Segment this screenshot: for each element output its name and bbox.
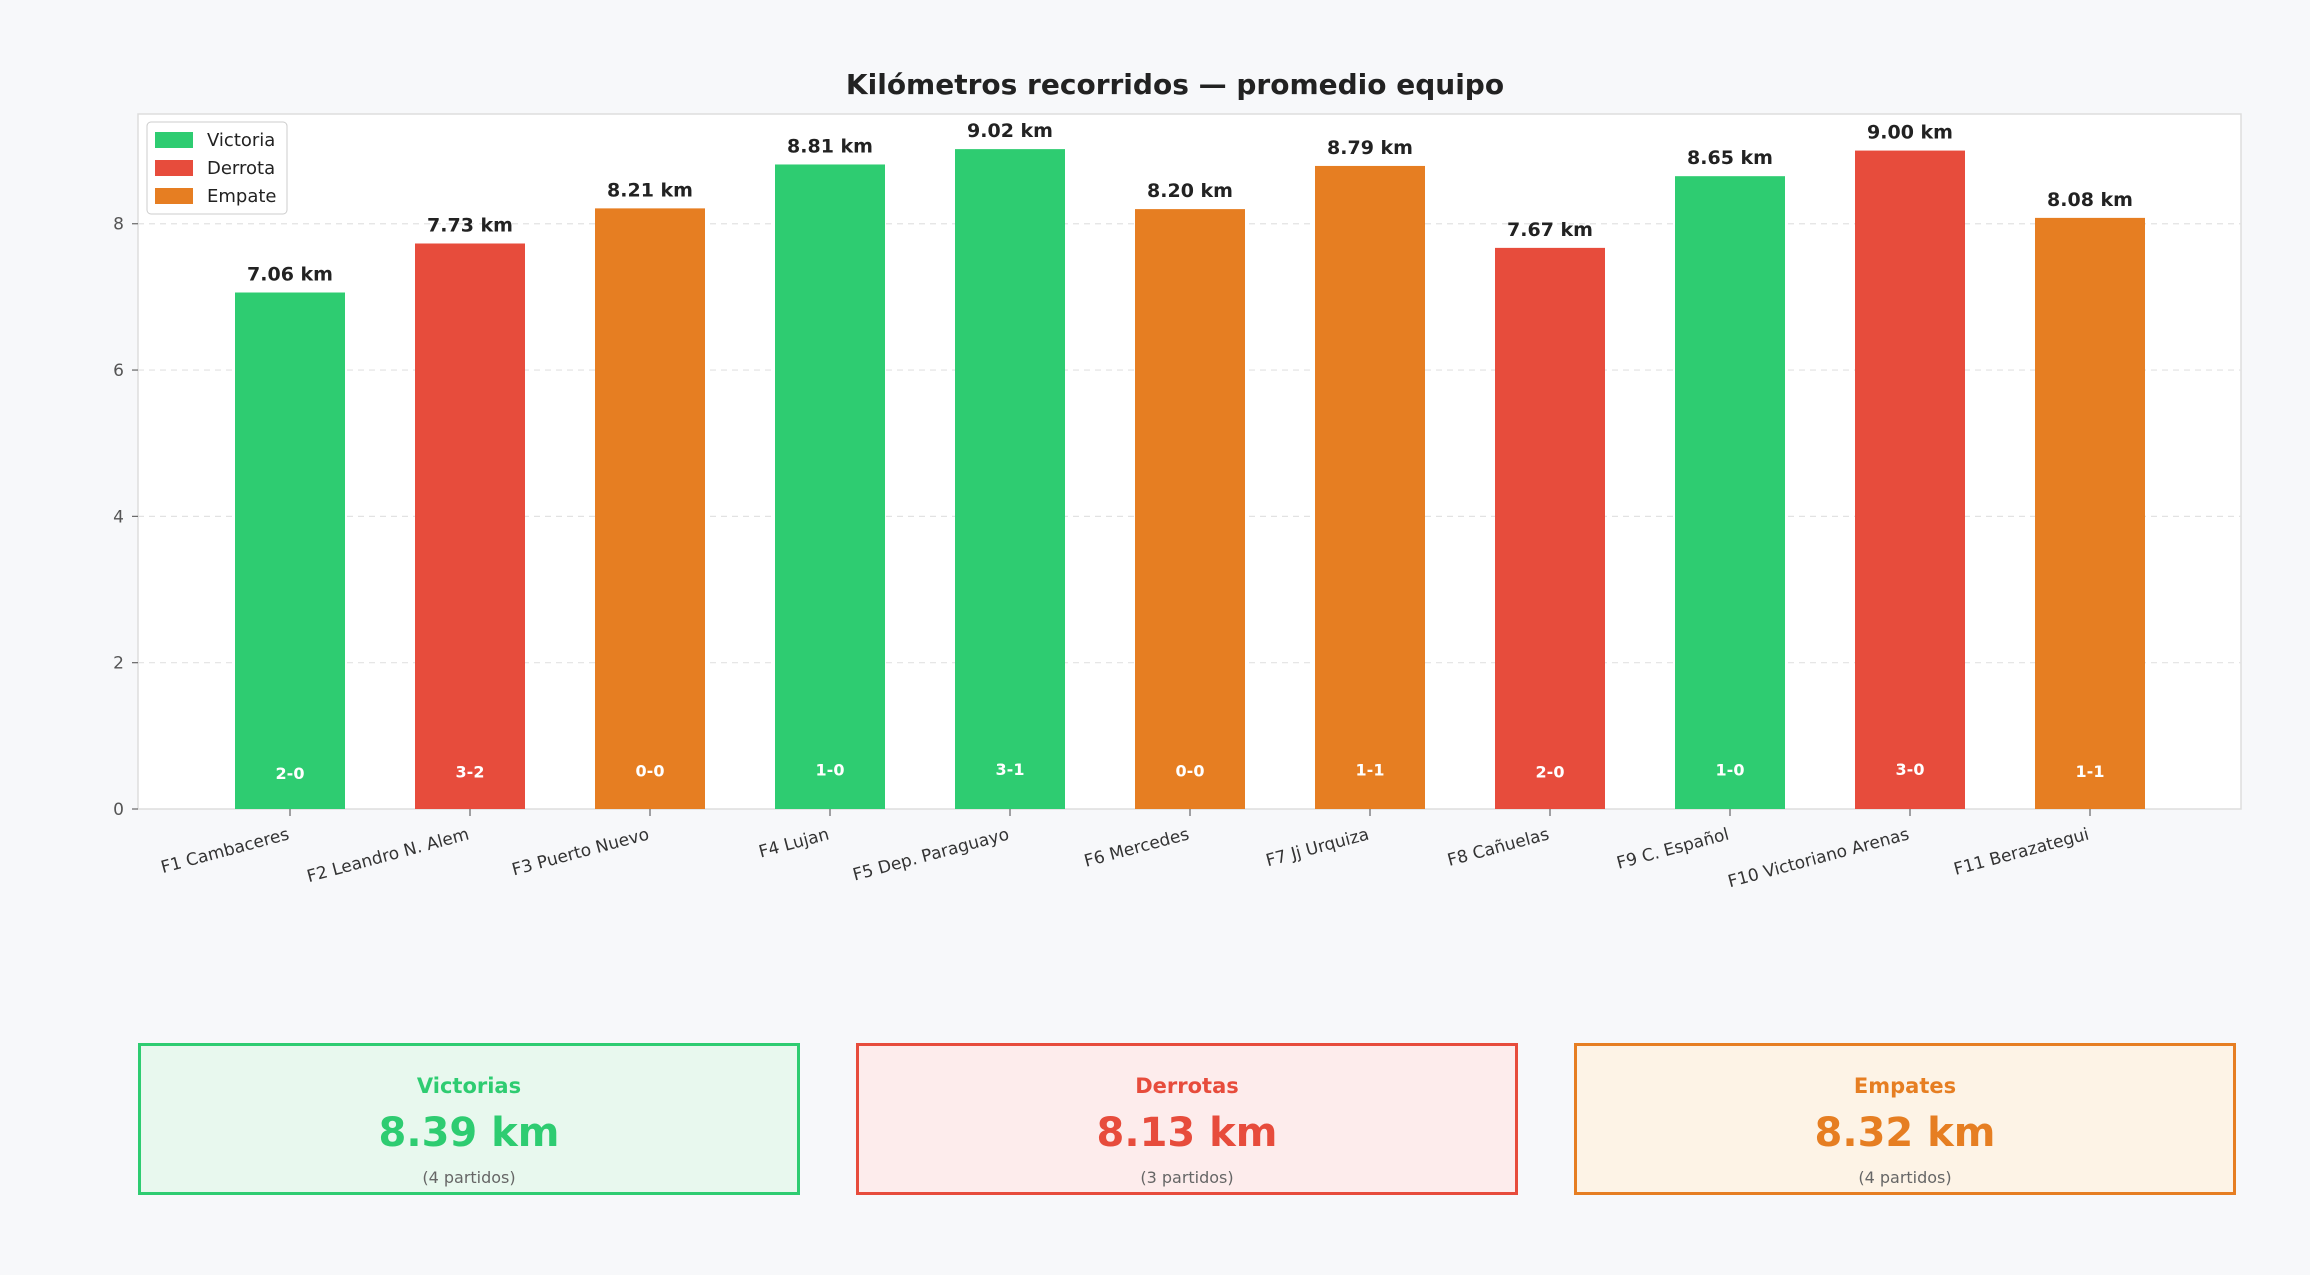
bar-value-label: 8.20 km (1147, 180, 1233, 202)
bar-value-label: 8.08 km (2047, 189, 2133, 211)
legend-swatch (155, 132, 193, 148)
bar-value-label: 8.21 km (607, 179, 693, 201)
bar-value-label: 7.06 km (247, 264, 333, 286)
bar (1495, 247, 1605, 809)
bar-score-label: 1-0 (816, 760, 845, 779)
bar-score-label: 1-1 (1356, 760, 1385, 779)
y-tick-label: 2 (113, 654, 124, 674)
x-tick-label: F8 Cañuelas (1445, 824, 1551, 870)
chart-title: Kilómetros recorridos — promedio equipo (846, 68, 1504, 101)
bar-value-label: 9.00 km (1867, 122, 1953, 144)
bar (595, 208, 705, 810)
bar-value-label: 7.73 km (427, 214, 513, 236)
x-tick-label: F6 Mercedes (1082, 824, 1191, 871)
x-tick-label: F2 Leandro N. Alem (305, 825, 471, 888)
x-tick-label: F10 Victoriano Arenas (1726, 824, 1912, 892)
bar-score-label: 1-0 (1716, 761, 1745, 780)
x-tick-label: F9 C. Español (1615, 825, 1732, 874)
bar (955, 149, 1065, 809)
x-tick-label: F3 Puerto Nuevo (510, 825, 651, 881)
bar-score-label: 2-0 (276, 764, 305, 783)
x-tick-label: F1 Cambaceres (159, 824, 292, 877)
x-tick-label: F4 Lujan (757, 825, 832, 863)
card-title: Empates (1853, 1074, 1957, 1098)
summary-card-empates: Empates 8.32 km (4 partidos) (1574, 1043, 2236, 1195)
x-tick-label: F7 Jj Urquiza (1264, 825, 1371, 872)
legend-label: Derrota (207, 158, 275, 179)
bar-score-label: 0-0 (636, 762, 665, 781)
y-tick-label: 4 (113, 507, 124, 527)
y-tick-label: 8 (113, 215, 124, 235)
bar-score-label: 0-0 (1176, 762, 1205, 781)
y-tick-label: 0 (113, 800, 124, 820)
bar-value-label: 8.81 km (787, 135, 873, 157)
x-tick-label: F11 Berazategui (1952, 825, 2092, 880)
summary-card-derrotas: Derrotas 8.13 km (3 partidos) (856, 1043, 1518, 1195)
legend-label: Victoria (207, 130, 275, 151)
bar-value-label: 9.02 km (967, 120, 1053, 142)
card-value: 8.39 km (378, 1110, 560, 1156)
bar (415, 243, 525, 809)
bar-score-label: 1-1 (2076, 762, 2105, 781)
bar-value-label: 8.79 km (1327, 137, 1413, 159)
legend-swatch (155, 188, 193, 204)
bar-score-label: 2-0 (1536, 763, 1565, 782)
card-subtitle: (4 partidos) (422, 1168, 516, 1187)
legend-label: Empate (207, 186, 277, 207)
y-tick-label: 6 (113, 361, 124, 381)
bar-chart: Kilómetros recorridos — promedio equipo … (113, 68, 2242, 892)
card-value: 8.32 km (1814, 1110, 1996, 1156)
card-subtitle: (4 partidos) (1858, 1168, 1952, 1187)
card-subtitle: (3 partidos) (1140, 1168, 1234, 1187)
bar (1675, 176, 1785, 809)
bar (775, 164, 885, 809)
bar-value-label: 7.67 km (1507, 219, 1593, 241)
summary-card-victorias: Victorias 8.39 km (4 partidos) (138, 1043, 800, 1195)
legend-swatch (155, 160, 193, 176)
bar (1135, 209, 1245, 809)
bar (1315, 165, 1425, 809)
legend: Victoria Derrota Empate (146, 121, 288, 215)
bar-value-label: 8.65 km (1687, 147, 1773, 169)
bar (235, 292, 345, 809)
x-tick-label: F5 Dep. Paraguayo (851, 825, 1012, 886)
bar-score-label: 3-1 (996, 760, 1025, 779)
bar (1855, 150, 1965, 809)
card-title: Victorias (416, 1074, 522, 1098)
bar (2035, 217, 2145, 809)
bar-score-label: 3-2 (456, 763, 485, 782)
card-value: 8.13 km (1096, 1110, 1278, 1156)
card-title: Derrotas (1135, 1074, 1239, 1098)
bar-score-label: 3-0 (1896, 760, 1925, 779)
